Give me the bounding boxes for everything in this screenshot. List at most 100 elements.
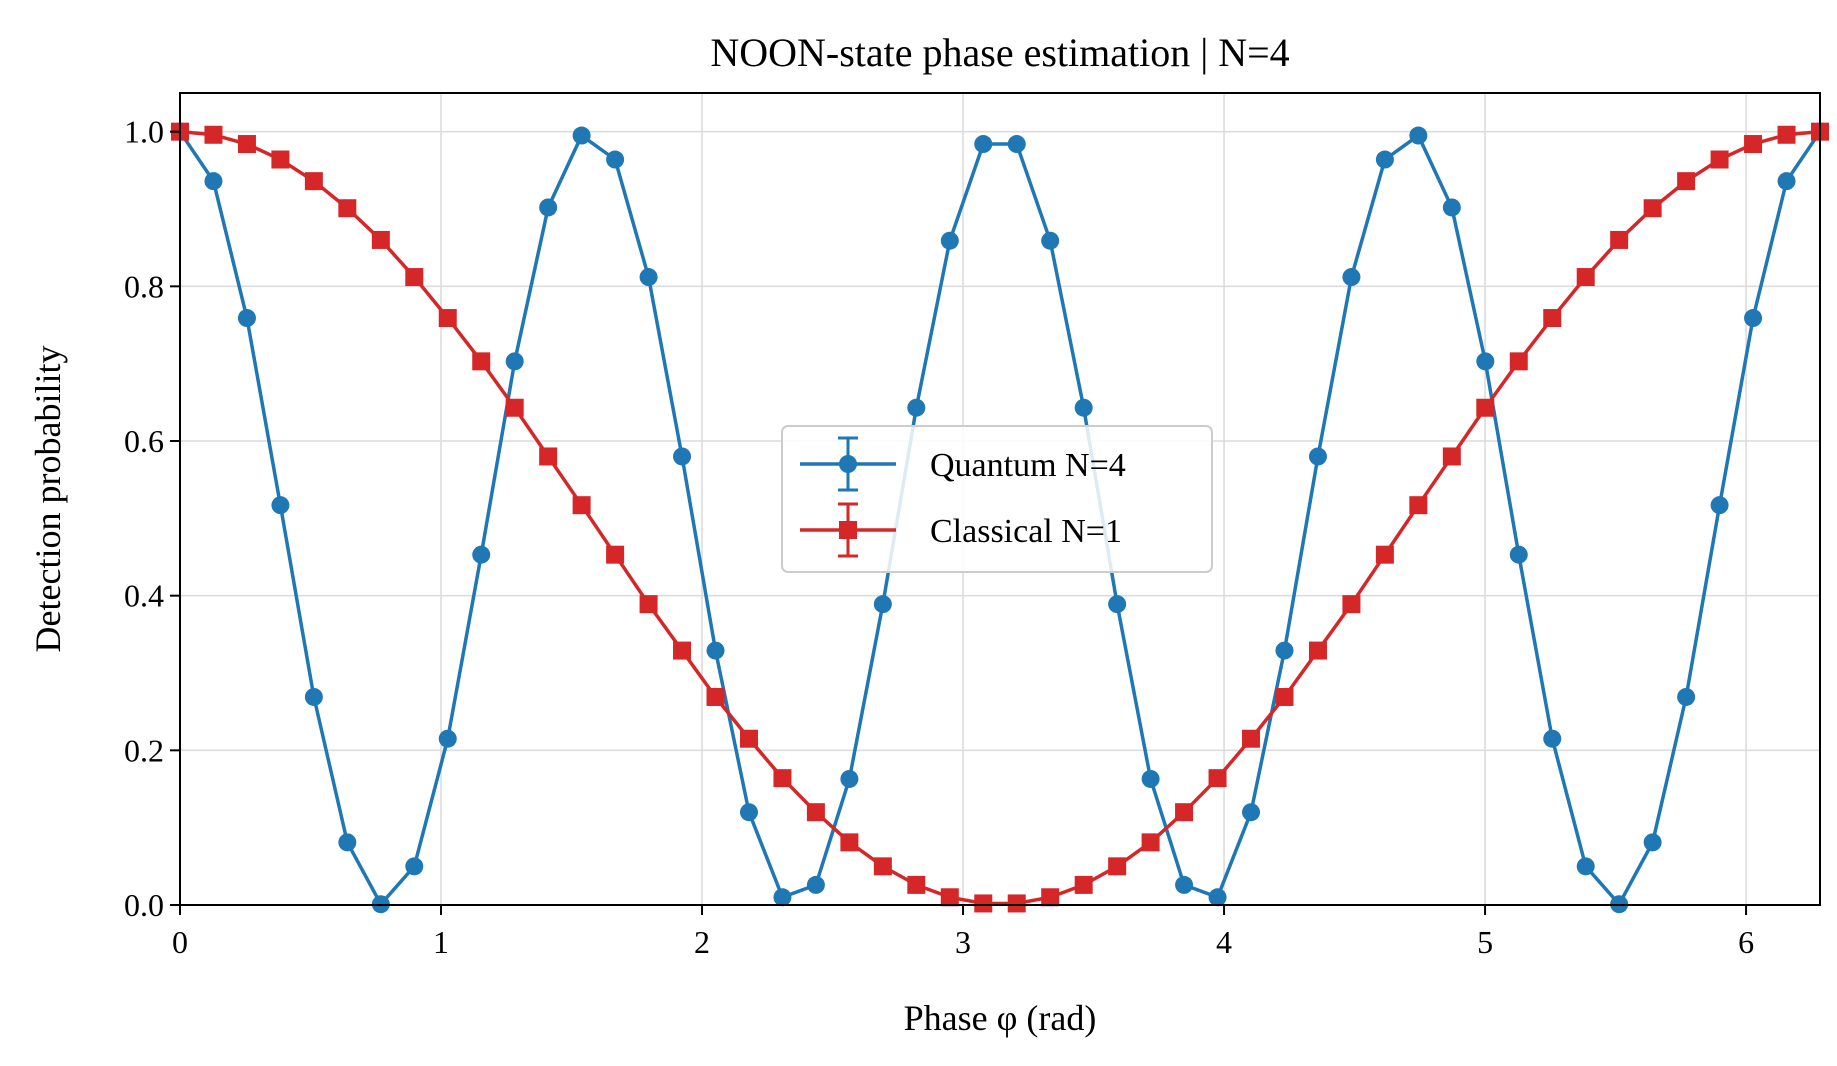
data-point (840, 769, 859, 788)
data-point (1409, 126, 1428, 145)
data-point (1141, 769, 1160, 788)
data-point (773, 888, 792, 907)
data-point (1175, 803, 1194, 822)
data-point (405, 268, 424, 287)
data-point (940, 231, 959, 250)
data-point (1074, 875, 1093, 894)
data-point (806, 803, 825, 822)
data-point (974, 894, 993, 913)
y-axis-label: Detection probability (28, 346, 68, 653)
data-point (1643, 199, 1662, 218)
data-point (338, 833, 357, 852)
data-point (1242, 729, 1261, 748)
legend-marker-classical (839, 521, 857, 539)
data-point (1710, 150, 1729, 169)
data-point (639, 268, 658, 287)
data-point (505, 398, 524, 417)
data-point (907, 875, 926, 894)
data-point (1308, 447, 1327, 466)
data-point (338, 199, 357, 218)
data-point (539, 198, 558, 217)
series-0 (171, 122, 1829, 914)
chart-title: NOON-state phase estimation | N=4 (710, 30, 1289, 75)
data-point (873, 857, 892, 876)
data-point (1108, 857, 1127, 876)
x-tick-label: 3 (955, 924, 971, 960)
data-point (1710, 496, 1729, 515)
data-point (1342, 595, 1361, 614)
data-point (1576, 268, 1595, 287)
data-point (739, 803, 758, 822)
data-point (472, 352, 491, 371)
y-tick-label: 1.0 (124, 114, 164, 150)
data-point (773, 769, 792, 788)
data-point (1643, 833, 1662, 852)
data-point (1543, 309, 1562, 328)
legend-label-quantum: Quantum N=4 (930, 447, 1126, 484)
data-point (1509, 545, 1528, 564)
data-point (539, 447, 558, 466)
x-tick-label: 0 (172, 924, 188, 960)
data-point (204, 172, 223, 191)
data-point (572, 496, 591, 515)
legend-label-classical: Classical N=1 (930, 513, 1122, 550)
series-line (178, 130, 1822, 906)
data-point (606, 545, 625, 564)
data-point (673, 641, 692, 660)
data-point (237, 309, 256, 328)
data-point (1275, 641, 1294, 660)
data-point (1442, 198, 1461, 217)
data-point (271, 150, 290, 169)
data-point (472, 545, 491, 564)
data-point (405, 857, 424, 876)
data-point (1476, 352, 1495, 371)
data-point (974, 135, 993, 154)
data-point (572, 126, 591, 145)
data-point (606, 150, 625, 169)
y-tick-label: 0.4 (124, 578, 164, 614)
data-point (739, 729, 758, 748)
data-point (1476, 398, 1495, 417)
data-point (706, 641, 725, 660)
data-point (873, 595, 892, 614)
y-axis: 0.0 0.2 0.4 0.6 0.8 1.0 (124, 114, 180, 923)
data-point (1308, 641, 1327, 660)
series-layer (171, 122, 1829, 914)
y-tick-label: 0.2 (124, 732, 164, 768)
x-axis: 0 1 2 3 4 5 6 (172, 905, 1754, 960)
data-point (1409, 496, 1428, 515)
data-point (639, 595, 658, 614)
data-point (371, 230, 390, 249)
data-point (438, 309, 457, 328)
data-point (1342, 268, 1361, 287)
data-point (1141, 833, 1160, 852)
data-point (1509, 352, 1528, 371)
data-point (304, 172, 323, 191)
data-point (806, 875, 825, 894)
x-tick-label: 6 (1738, 924, 1754, 960)
data-point (1677, 172, 1696, 191)
data-point (204, 125, 223, 144)
data-point (1442, 447, 1461, 466)
data-point (505, 352, 524, 371)
data-point (1610, 230, 1629, 249)
data-point (1175, 875, 1194, 894)
legend-marker-quantum (839, 455, 857, 473)
x-tick-label: 2 (694, 924, 710, 960)
x-tick-label: 5 (1477, 924, 1493, 960)
data-point (1777, 125, 1796, 144)
data-point (1208, 888, 1227, 907)
y-tick-label: 0.8 (124, 268, 164, 304)
data-point (1744, 135, 1763, 154)
data-point (1275, 687, 1294, 706)
data-point (706, 687, 725, 706)
data-point (1242, 803, 1261, 822)
data-point (1777, 172, 1796, 191)
x-axis-label: Phase φ (rad) (904, 998, 1097, 1038)
data-point (1007, 135, 1026, 154)
data-point (1375, 150, 1394, 169)
legend-item-quantum: Quantum N=4 (800, 436, 1126, 492)
data-point (1543, 729, 1562, 748)
data-point (271, 496, 290, 515)
